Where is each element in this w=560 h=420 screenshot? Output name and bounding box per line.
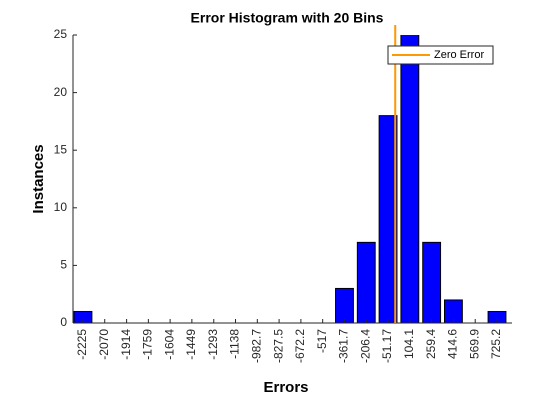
plot-area: [73, 35, 507, 323]
bar: [356, 241, 376, 323]
x-tick-label: -361.7: [337, 329, 351, 363]
x-tick-label: 414.6: [446, 329, 460, 359]
y-tick-label: 0: [60, 315, 67, 329]
x-tick-label: 725.2: [489, 329, 503, 359]
x-tick-label: -1293: [206, 329, 220, 360]
x-tick-label: -982.7: [249, 329, 263, 363]
bar: [487, 310, 507, 323]
y-tick-label: 20: [54, 85, 68, 99]
x-tick-label: -1138: [228, 329, 242, 359]
x-tick-label: -827.5: [271, 329, 285, 363]
bar: [422, 241, 442, 323]
legend-label: Zero Error: [434, 49, 484, 61]
y-tick-label: 10: [54, 200, 68, 214]
x-tick-label: -1449: [184, 329, 198, 360]
y-tick-label: 5: [60, 258, 67, 272]
x-tick-label: -206.4: [358, 329, 372, 363]
x-tick-label: -1914: [119, 329, 133, 360]
bar: [378, 115, 398, 323]
bar: [335, 287, 354, 323]
bar: [73, 310, 93, 323]
x-tick-label: -1604: [162, 329, 176, 360]
x-tick-label: -2070: [97, 329, 111, 360]
legend-box: [387, 45, 494, 65]
x-tick-label: 569.9: [467, 329, 481, 359]
y-tick-label: 15: [54, 142, 68, 156]
x-tick-label: -1759: [141, 329, 155, 360]
y-tick-label: 25: [54, 27, 68, 41]
x-tick-label: -51.17: [380, 329, 394, 363]
x-tick-label: -517: [315, 329, 329, 353]
x-tick-label: -672.2: [293, 329, 307, 363]
x-tick-label: 259.4: [424, 329, 438, 359]
bar: [400, 35, 420, 323]
chart-title: Error Histogram with 20 Bins: [191, 10, 384, 26]
x-tick-label: -2225: [75, 329, 89, 360]
x-tick-label: 104.1: [402, 329, 416, 359]
y-axis-label: Instances: [30, 144, 47, 213]
x-axis-label: Errors: [263, 379, 308, 396]
